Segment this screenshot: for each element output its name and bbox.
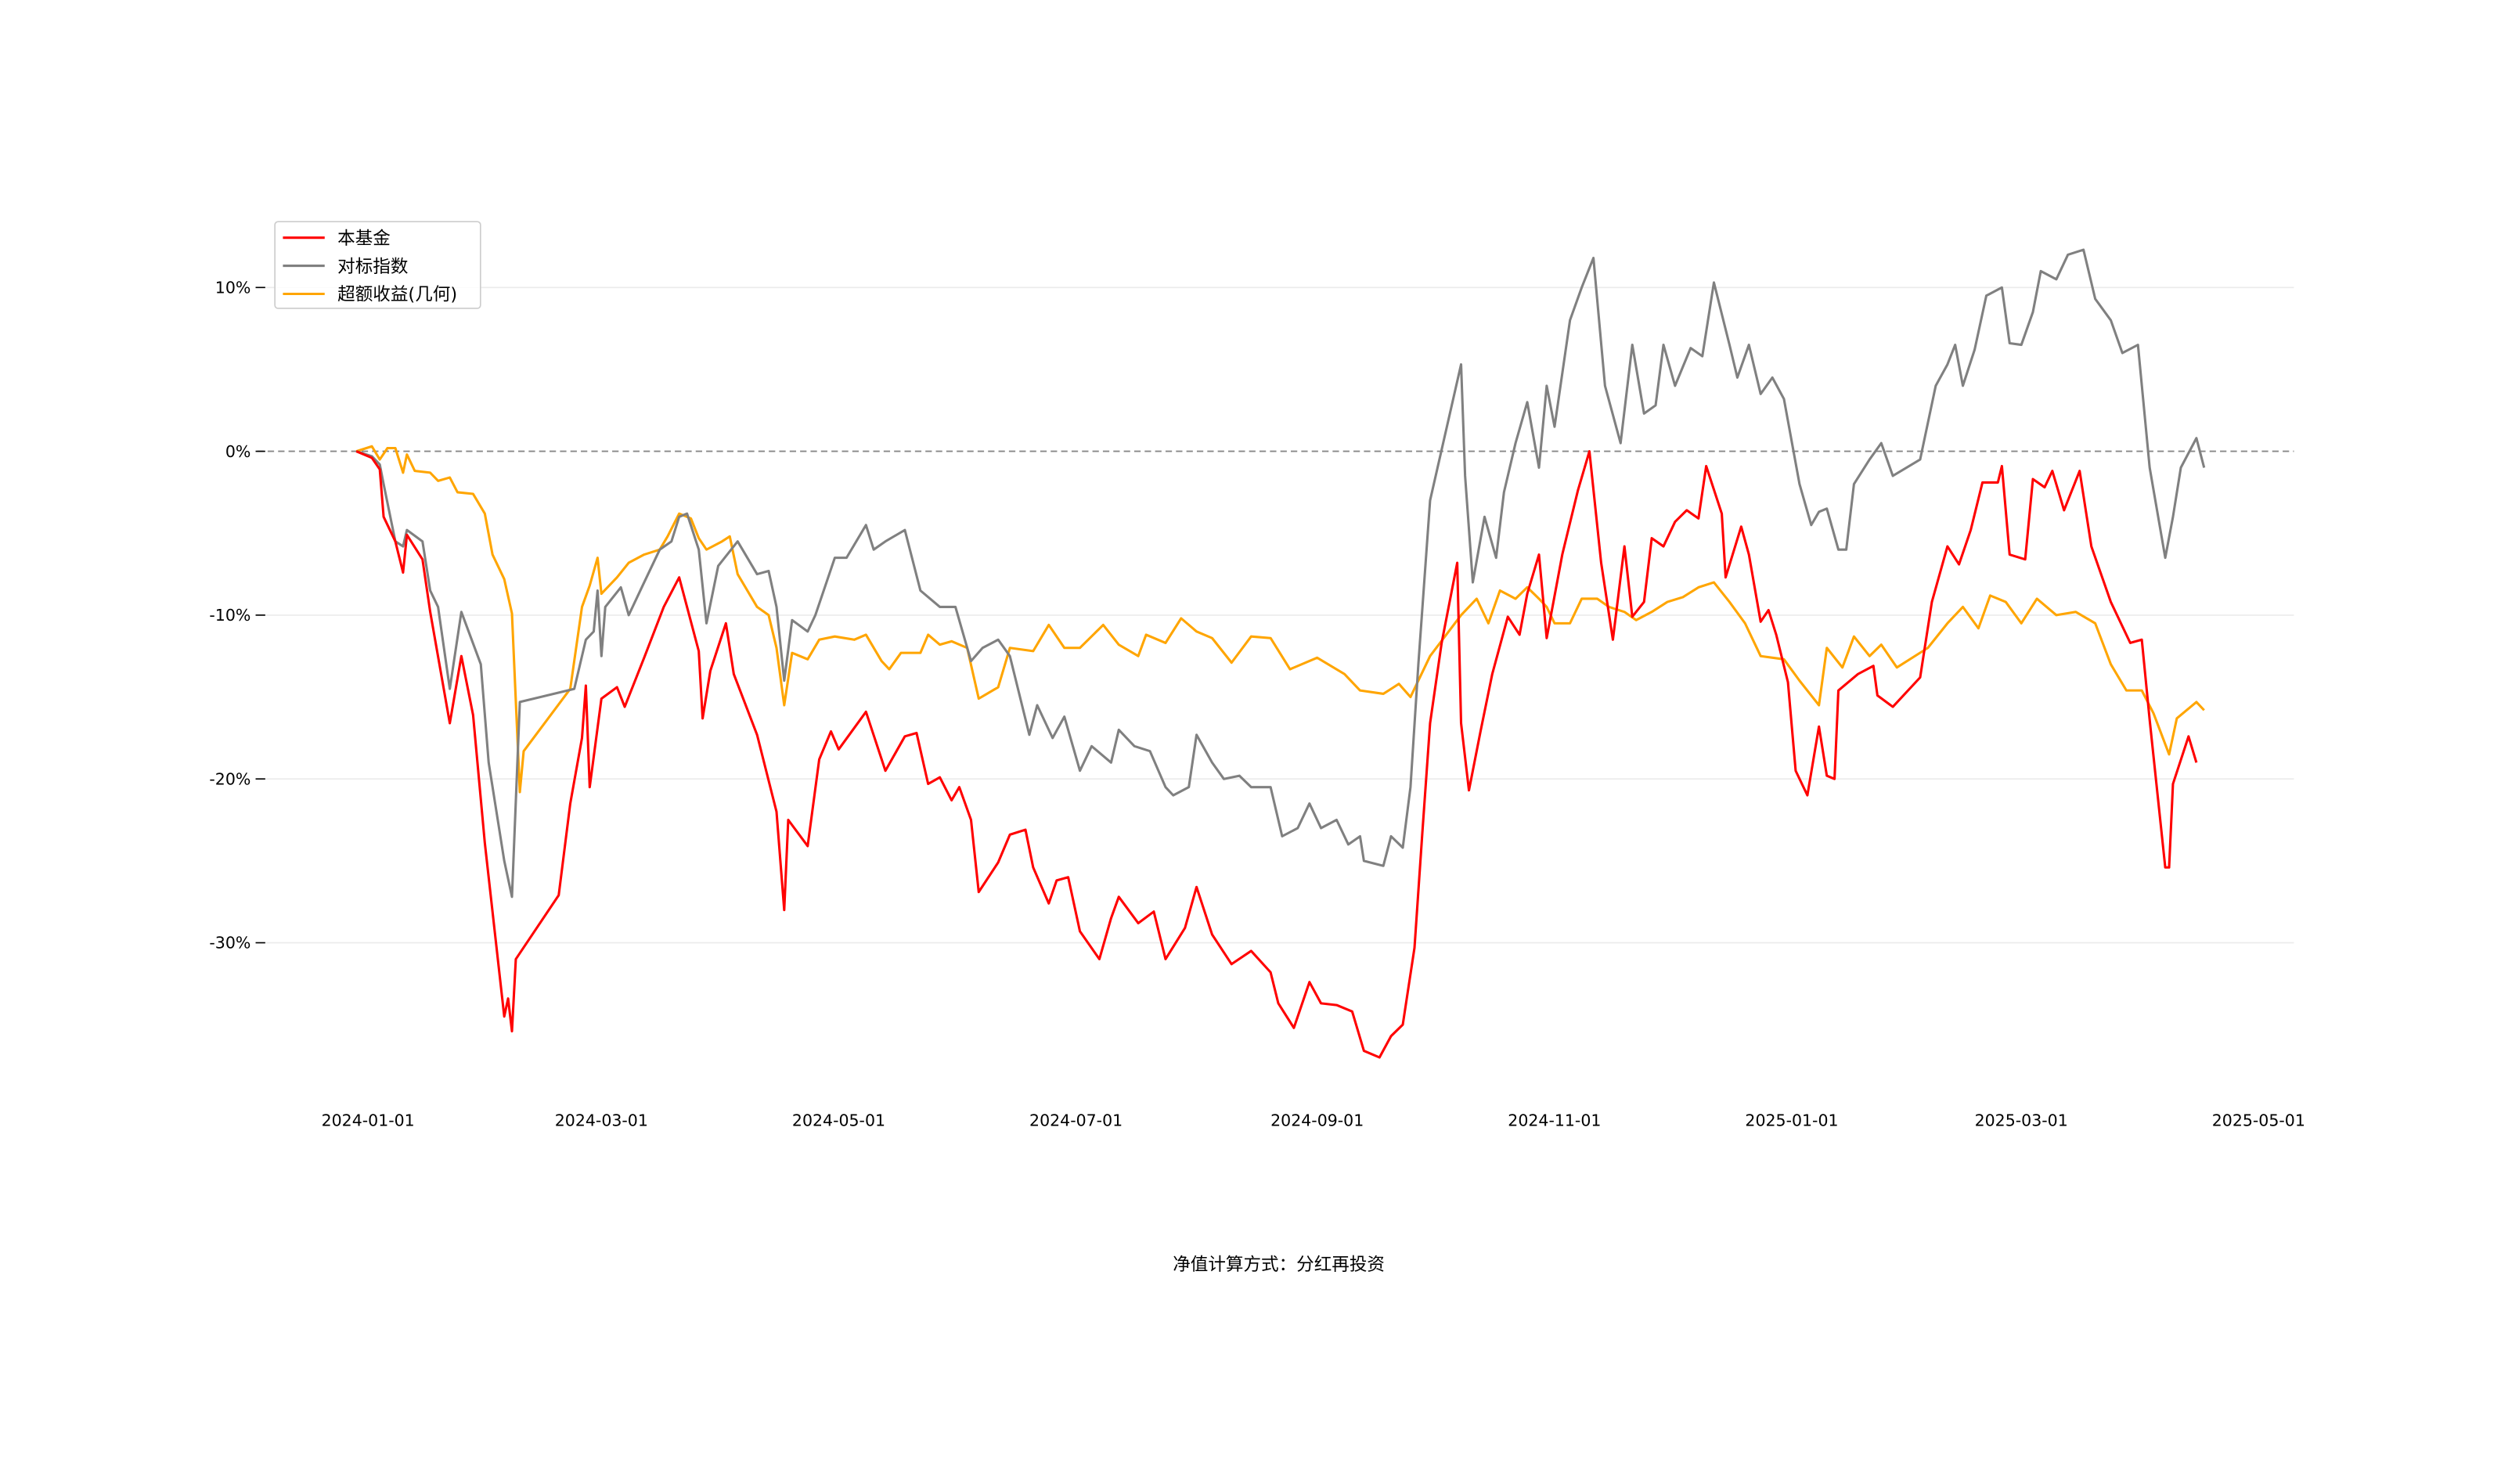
x-tick-label: 2024-03-01 <box>555 1111 648 1129</box>
x-tick-label: 2024-11-01 <box>1508 1111 1601 1129</box>
y-axis: 10% 0% -10% -20% -30% <box>209 278 265 953</box>
y-tick-label: 0% <box>225 442 251 461</box>
x-axis: 2024-01-01 2024-03-01 2024-05-01 2024-07-01… <box>322 1111 2305 1129</box>
x-axis-label: 净值计算方式：分红再投资 <box>1173 1255 1385 1275</box>
x-tick-label: 2025-05-01 <box>2212 1111 2305 1129</box>
x-tick-label: 2025-01-01 <box>1745 1111 1838 1129</box>
series-line <box>355 248 2206 899</box>
grid-lines <box>257 286 2294 944</box>
y-tick-label: -10% <box>209 606 250 625</box>
series-line <box>355 450 2198 1059</box>
legend-label: 对标指数 <box>337 257 408 277</box>
series-line <box>355 445 2205 794</box>
x-tick-label: 2024-05-01 <box>792 1111 885 1129</box>
legend-box <box>274 221 481 309</box>
legend-label: 超额收益(几何) <box>337 285 457 305</box>
x-tick-label: 2025-03-01 <box>1975 1111 2068 1129</box>
y-tick-label: 10% <box>215 278 251 297</box>
y-tick-label: -30% <box>209 934 250 953</box>
x-tick-label: 2024-07-01 <box>1029 1111 1123 1129</box>
x-tick-label: 2024-09-01 <box>1270 1111 1364 1129</box>
legend-label: 本基金 <box>337 229 391 249</box>
series-lines <box>355 248 2206 1059</box>
y-tick-label: -20% <box>209 769 250 788</box>
x-tick-label: 2024-01-01 <box>322 1111 415 1129</box>
